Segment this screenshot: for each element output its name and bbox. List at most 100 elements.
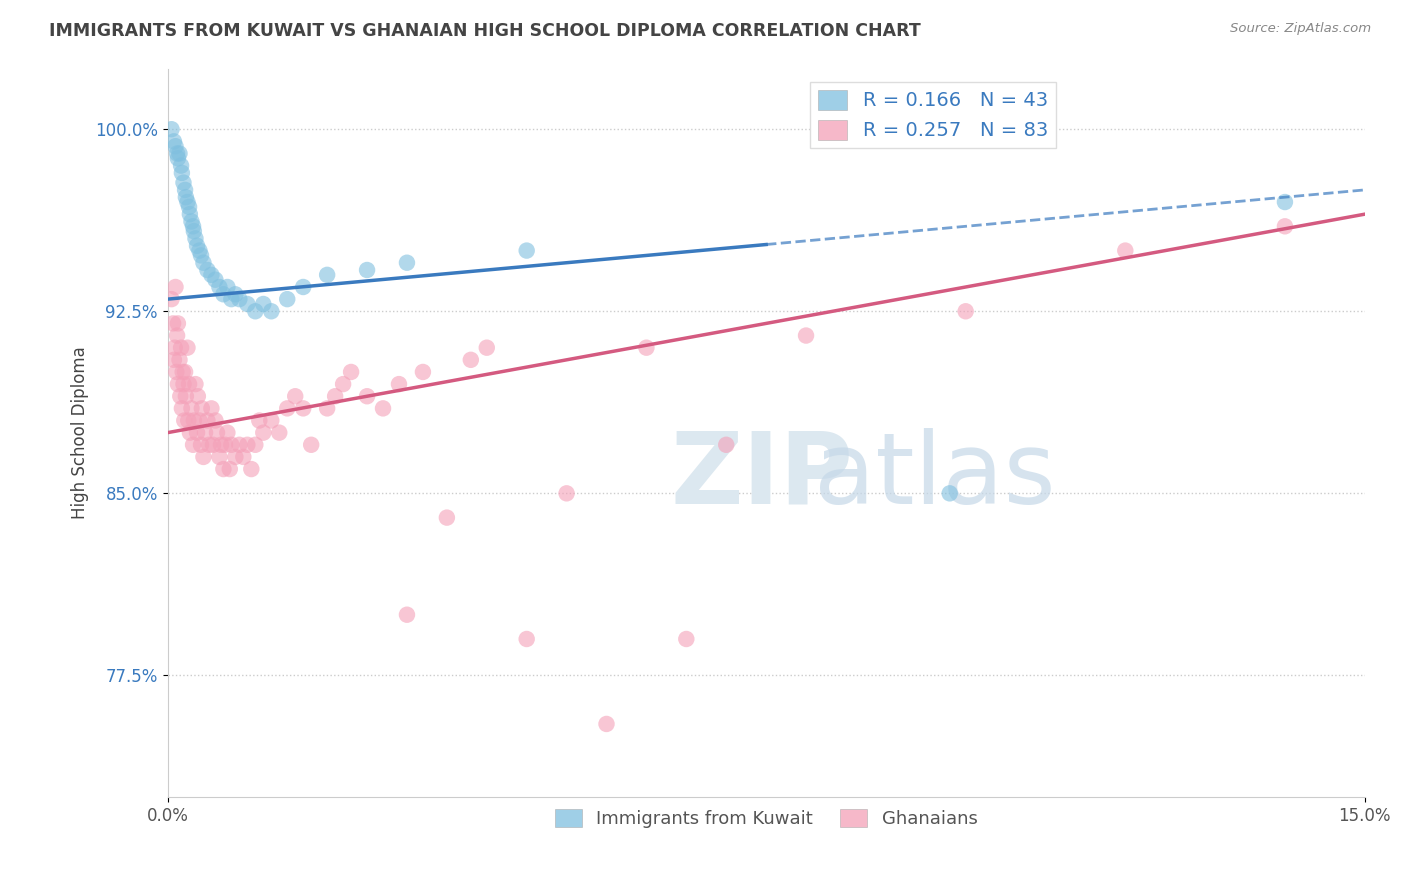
Point <box>228 438 250 452</box>
Point <box>208 280 231 294</box>
Point <box>395 607 418 622</box>
Point <box>1114 244 1136 258</box>
Point <box>516 632 538 646</box>
Text: IMMIGRANTS FROM KUWAIT VS GHANAIAN HIGH SCHOOL DIPLOMA CORRELATION CHART: IMMIGRANTS FROM KUWAIT VS GHANAIAN HIGH … <box>49 22 921 40</box>
Point <box>188 244 211 258</box>
Point <box>252 425 274 440</box>
Point <box>292 401 315 416</box>
Point <box>174 183 197 197</box>
Point <box>172 365 194 379</box>
Point <box>172 377 194 392</box>
Point <box>236 438 259 452</box>
Point <box>284 389 307 403</box>
Y-axis label: High School Diploma: High School Diploma <box>72 346 89 519</box>
Point <box>299 438 322 452</box>
Point <box>179 425 201 440</box>
Point <box>177 377 200 392</box>
Point <box>436 510 458 524</box>
Point <box>183 224 205 238</box>
Point <box>167 317 190 331</box>
Point <box>217 280 239 294</box>
Point <box>212 462 235 476</box>
Point <box>316 401 339 416</box>
Point <box>323 389 346 403</box>
Point <box>181 438 204 452</box>
Point <box>163 134 186 148</box>
Point <box>190 248 212 262</box>
Point <box>187 389 209 403</box>
Point <box>245 304 267 318</box>
Point <box>172 176 194 190</box>
Point <box>269 425 291 440</box>
Point <box>160 292 183 306</box>
Point <box>218 462 240 476</box>
Text: Source: ZipAtlas.com: Source: ZipAtlas.com <box>1230 22 1371 36</box>
Point <box>184 231 207 245</box>
Point <box>167 152 190 166</box>
Point <box>260 413 283 427</box>
Point <box>356 389 378 403</box>
Text: ZIP: ZIP <box>671 428 853 524</box>
Point <box>228 292 250 306</box>
Text: atlas: atlas <box>814 428 1056 524</box>
Point <box>160 122 183 136</box>
Point <box>204 273 226 287</box>
Point <box>232 450 254 464</box>
Point <box>170 159 193 173</box>
Point <box>214 438 236 452</box>
Point <box>200 401 222 416</box>
Point <box>194 425 217 440</box>
Point <box>191 401 214 416</box>
Point <box>170 341 193 355</box>
Point <box>412 365 434 379</box>
Point <box>186 238 208 252</box>
Point <box>716 438 738 452</box>
Point <box>162 317 184 331</box>
Point <box>516 244 538 258</box>
Point <box>955 304 977 318</box>
Point <box>240 462 263 476</box>
Point <box>209 438 232 452</box>
Point <box>595 717 617 731</box>
Point <box>163 352 186 367</box>
Point <box>247 413 270 427</box>
Point <box>202 438 225 452</box>
Point <box>395 256 418 270</box>
Point <box>170 166 193 180</box>
Point <box>276 292 298 306</box>
Point <box>221 438 243 452</box>
Point <box>177 200 200 214</box>
Point <box>245 438 267 452</box>
Point <box>276 401 298 416</box>
Point <box>1274 219 1296 234</box>
Point <box>938 486 960 500</box>
Point <box>173 413 195 427</box>
Point <box>174 365 197 379</box>
Point <box>221 292 243 306</box>
Point <box>165 139 187 153</box>
Point <box>224 450 246 464</box>
Point <box>167 377 190 392</box>
Point <box>197 413 219 427</box>
Legend: Immigrants from Kuwait, Ghanaians: Immigrants from Kuwait, Ghanaians <box>547 801 984 835</box>
Point <box>183 413 205 427</box>
Point <box>292 280 315 294</box>
Point <box>179 207 201 221</box>
Point <box>356 263 378 277</box>
Point <box>188 413 211 427</box>
Point <box>198 438 221 452</box>
Point <box>177 413 200 427</box>
Point <box>165 280 187 294</box>
Point <box>1274 194 1296 209</box>
Point <box>252 297 274 311</box>
Point <box>475 341 498 355</box>
Point <box>371 401 394 416</box>
Point <box>193 256 215 270</box>
Point <box>169 146 191 161</box>
Point <box>174 190 197 204</box>
Point <box>169 389 191 403</box>
Point <box>316 268 339 282</box>
Point <box>205 425 228 440</box>
Point <box>260 304 283 318</box>
Point <box>675 632 697 646</box>
